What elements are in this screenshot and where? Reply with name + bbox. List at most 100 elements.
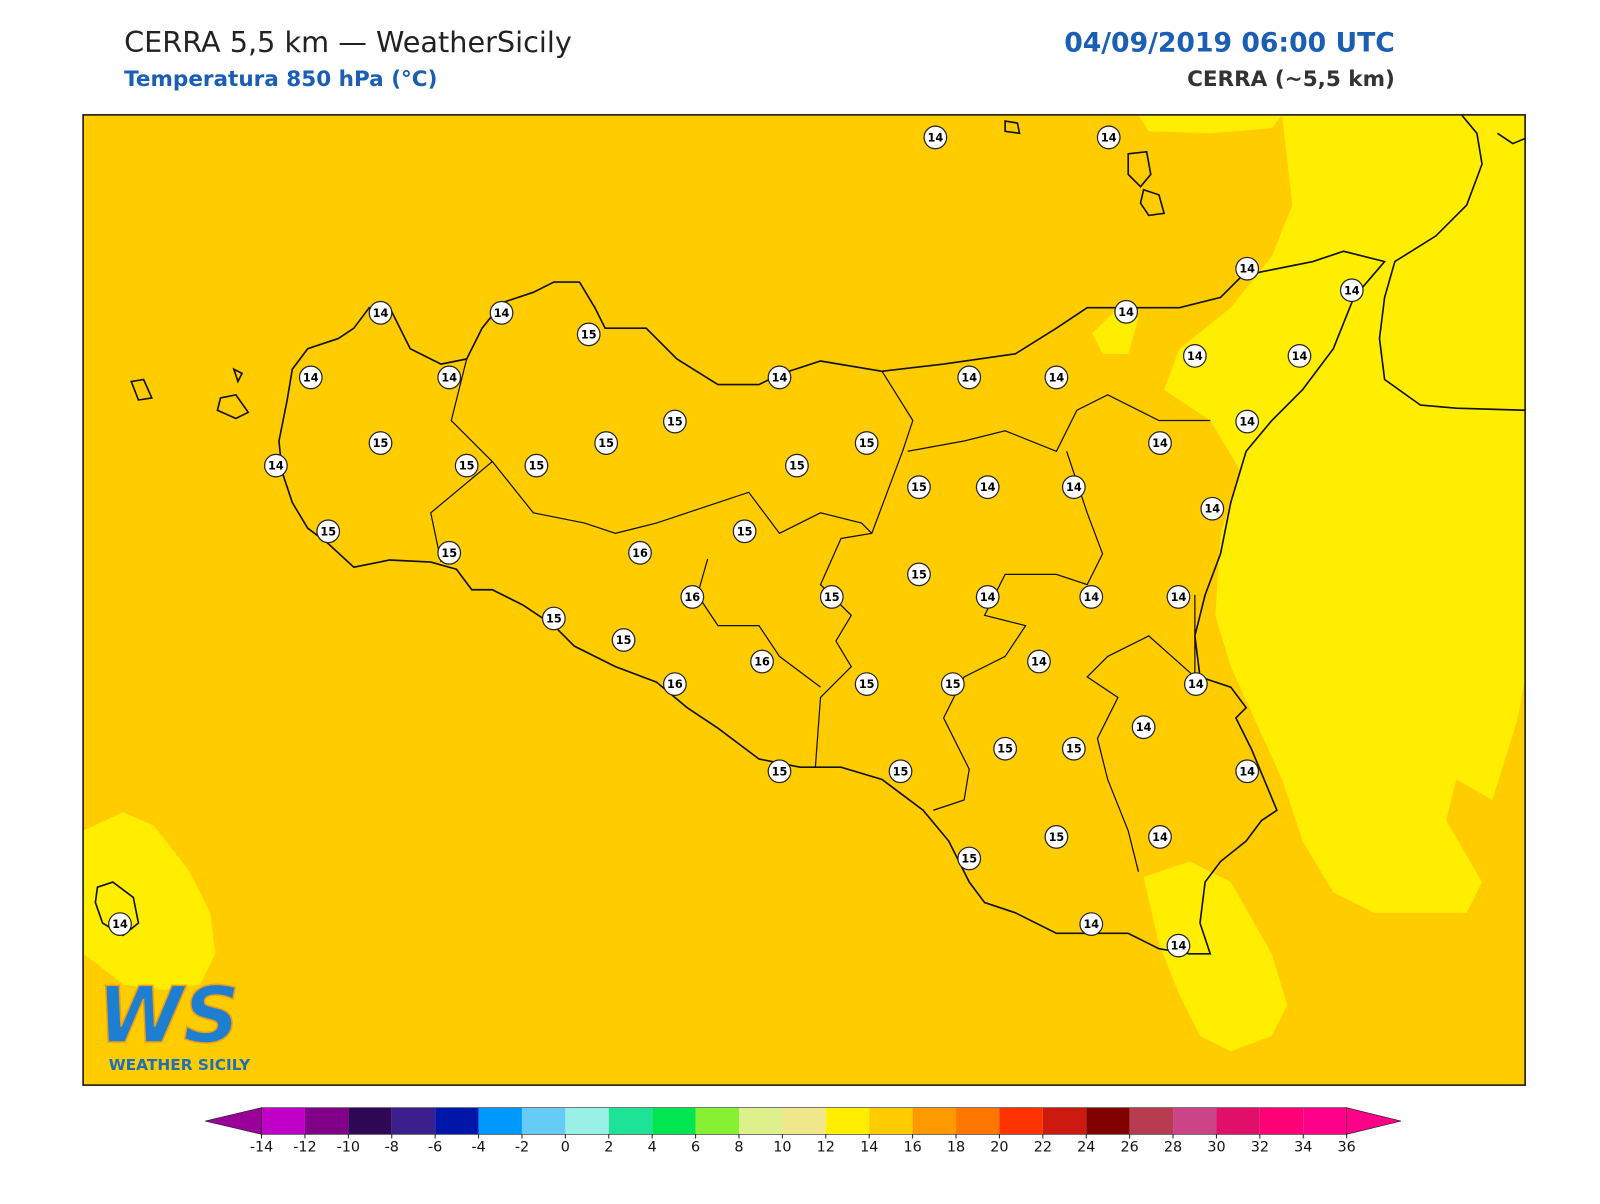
station: 15 — [316, 519, 341, 544]
station: 14 — [1114, 299, 1139, 324]
colorbar-tick-label: -2 — [515, 1140, 529, 1156]
station: 14 — [767, 365, 792, 390]
station: 14 — [1166, 933, 1191, 958]
station-marker — [1079, 585, 1104, 609]
station-marker — [454, 453, 479, 478]
station-marker — [907, 562, 931, 587]
station-marker — [263, 453, 288, 478]
colorbar-segment — [695, 1107, 739, 1135]
station: 15 — [368, 431, 393, 455]
subtitle: Temperatura 850 hPa (°C) — [124, 67, 437, 92]
station-value: 14 — [1049, 371, 1065, 384]
colorbar-segment — [521, 1107, 566, 1135]
station-value: 15 — [945, 678, 961, 691]
station: 16 — [750, 649, 774, 674]
station-value: 15 — [598, 437, 614, 450]
station: 15 — [611, 628, 636, 652]
colorbar-segment — [435, 1107, 479, 1135]
colorbar-tick-label: 34 — [1294, 1140, 1312, 1156]
station-marker — [1061, 475, 1086, 500]
station-marker — [819, 585, 844, 609]
station-marker — [108, 912, 132, 936]
station-marker — [1061, 736, 1086, 761]
station-marker — [888, 759, 913, 784]
colorbar-tick-label: -8 — [385, 1140, 399, 1156]
station-value: 14 — [980, 481, 996, 494]
station-marker — [1114, 299, 1139, 324]
colorbar-tick-label: 22 — [1034, 1140, 1052, 1156]
station-value: 14 — [1152, 437, 1168, 450]
station: 14 — [1184, 672, 1208, 696]
station: 15 — [940, 672, 965, 696]
colorbar-segment — [391, 1107, 436, 1135]
patch — [83, 812, 216, 990]
warm-patches — [83, 114, 1526, 1052]
station: 14 — [1235, 759, 1260, 784]
station: 14 — [1235, 256, 1260, 281]
station-value: 14 — [961, 371, 977, 384]
station-value: 14 — [494, 307, 510, 320]
colorbar-tick-label: -4 — [471, 1140, 485, 1156]
station-value: 15 — [859, 437, 875, 450]
station-value: 14 — [1187, 350, 1203, 363]
station: 14 — [1148, 825, 1172, 849]
colorbar-over — [1346, 1107, 1402, 1135]
colorbar-tick-label: 10 — [773, 1140, 791, 1156]
station-value: 15 — [1049, 831, 1065, 844]
colorbar-tick-label: 0 — [561, 1140, 570, 1156]
station-value: 16 — [754, 656, 770, 669]
calabria-coast — [1378, 114, 1526, 412]
colorbar-tick-label: 2 — [604, 1140, 613, 1156]
province-border — [1086, 594, 1196, 872]
station: 15 — [437, 540, 462, 565]
station: 15 — [854, 431, 879, 455]
station-value: 15 — [789, 460, 805, 473]
colorbar-tick-label: 30 — [1207, 1140, 1225, 1156]
station-value: 16 — [667, 678, 683, 691]
station-value: 15 — [581, 328, 597, 341]
station-value: 15 — [373, 437, 389, 450]
station-value: 15 — [667, 416, 683, 429]
station: 14 — [108, 912, 132, 936]
station: 14 — [368, 300, 393, 325]
colorbar-tick-label: 8 — [734, 1140, 743, 1156]
station-value: 15 — [893, 765, 909, 778]
station-marker — [680, 585, 705, 609]
station: 15 — [1061, 736, 1086, 761]
station-value: 15 — [911, 481, 927, 494]
station-value: 14 — [1239, 765, 1255, 778]
colorbar-segment — [565, 1107, 609, 1135]
station: 14 — [1235, 409, 1260, 434]
station: 14 — [923, 125, 948, 150]
sicily-coast — [278, 250, 1387, 955]
station: 15 — [524, 453, 549, 478]
station-marker — [907, 475, 931, 500]
station-marker — [1235, 256, 1260, 281]
station-marker — [750, 649, 774, 674]
station-value: 15 — [911, 568, 927, 581]
colorbar-segment — [304, 1107, 349, 1135]
colorbar-segment — [956, 1107, 1000, 1135]
station-marker — [767, 759, 792, 784]
colorbar-tick-label: -12 — [293, 1140, 316, 1156]
patch — [1143, 861, 1288, 1052]
station: 14 — [1044, 365, 1069, 390]
station-value: 14 — [1188, 678, 1204, 691]
station-value: 14 — [1171, 591, 1187, 604]
station: 14 — [298, 365, 323, 390]
logo-name: WEATHER SICILY — [109, 1056, 251, 1074]
station-value: 14 — [441, 371, 457, 384]
station: 14 — [975, 475, 1000, 500]
colorbar-segment — [825, 1107, 870, 1135]
station-marker — [316, 519, 341, 544]
station: 14 — [1096, 125, 1121, 150]
province-border — [907, 394, 1211, 453]
station-value: 15 — [546, 612, 562, 625]
colorbar-tick-label: 24 — [1077, 1140, 1095, 1156]
colorbar-frame — [261, 1107, 1347, 1135]
colorbar-tick-label: 14 — [860, 1140, 878, 1156]
station-value: 14 — [980, 591, 996, 604]
station-marker — [767, 365, 792, 390]
station: 14 — [1287, 343, 1312, 368]
station: 14 — [1079, 912, 1104, 936]
